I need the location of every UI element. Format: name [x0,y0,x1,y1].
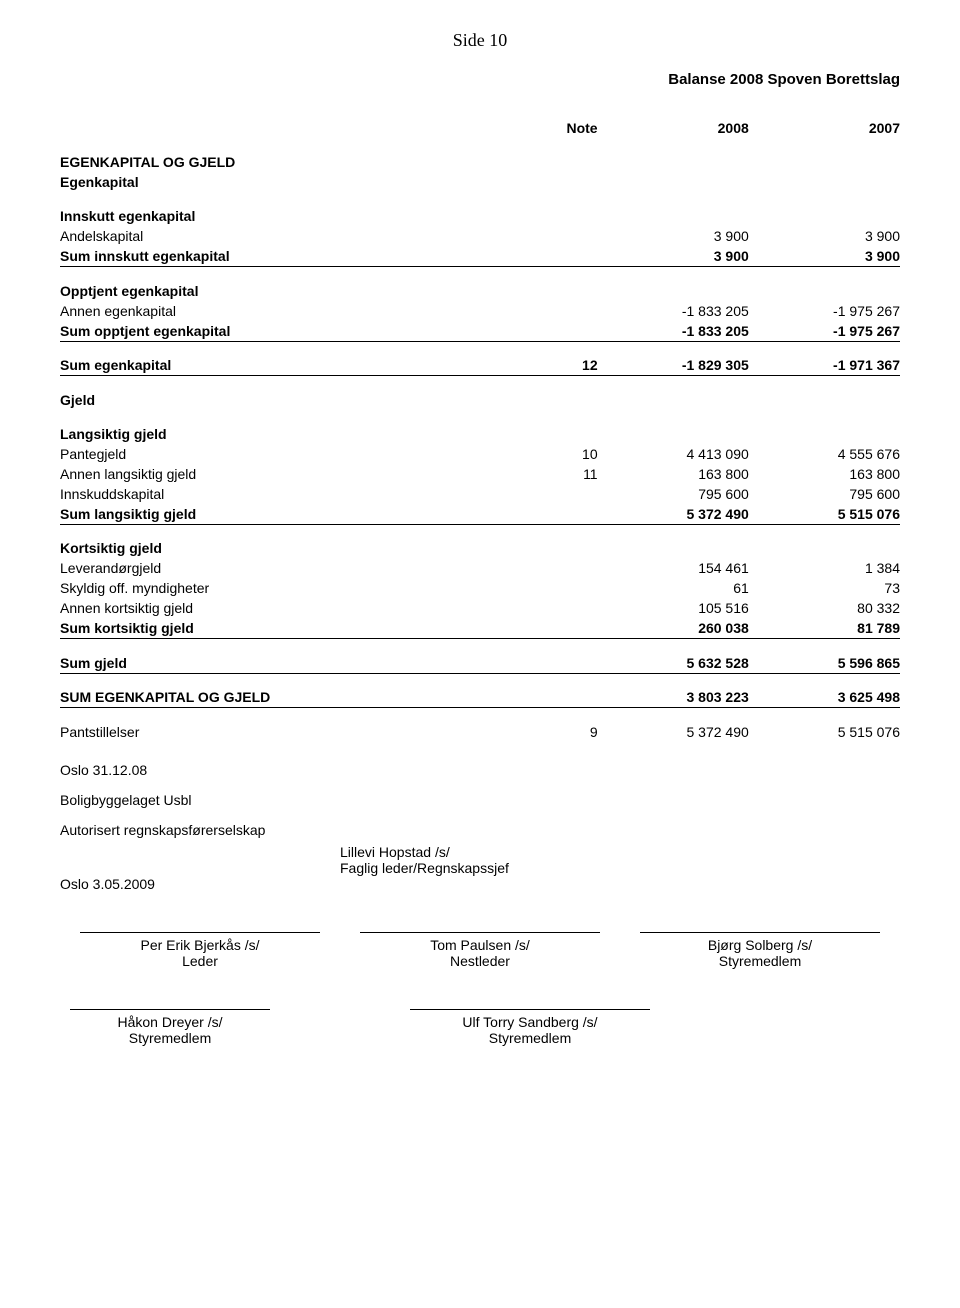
cell-value: -1 975 267 [749,301,900,321]
cell-value: 163 800 [749,464,900,484]
row-label: Annen langsiktig gjeld [60,464,522,484]
signature-role: Nestleder [340,953,620,969]
cell-value: 73 [749,578,900,598]
cell-value: 5 632 528 [598,653,749,674]
cell-value: 795 600 [598,484,749,504]
signature-name: Ulf Torry Sandberg /s/ [400,1014,660,1030]
cell-value: 5 372 490 [598,504,749,525]
cell-value: 61 [598,578,749,598]
signature-block: Håkon Dreyer /s/ Styremedlem [60,1009,280,1046]
row-label: Innskuddskapital [60,484,522,504]
section-heading: Egenkapital [60,172,522,192]
cell-note: 11 [522,464,598,484]
cell-value: 154 461 [598,558,749,578]
row-label: Pantegjeld [60,444,522,464]
footer-date: Oslo 31.12.08 [60,762,900,778]
footer-company: Boligbyggelaget Usbl [60,792,900,808]
signature-name: Lillevi Hopstad /s/ [340,844,900,860]
row-label: Sum opptjent egenkapital [60,321,522,342]
cell-value: -1 833 205 [598,321,749,342]
section-heading: EGENKAPITAL OG GJELD [60,152,522,172]
cell-note: 12 [522,355,598,376]
row-label: SUM EGENKAPITAL OG GJELD [60,687,522,708]
signature-name: Tom Paulsen /s/ [340,937,620,953]
cell-value: -1 829 305 [598,355,749,376]
cell-value: 260 038 [598,618,749,639]
row-label: Sum egenkapital [60,355,522,376]
signature-role: Styremedlem [620,953,900,969]
footer-auth: Autorisert regnskapsførerselskap [60,822,900,838]
cell-value: -1 833 205 [598,301,749,321]
cell-value: 3 900 [598,226,749,246]
cell-value: 4 413 090 [598,444,749,464]
cell-value: -1 971 367 [749,355,900,376]
cell-value: 3 900 [749,226,900,246]
row-label: Opptjent egenkapital [60,281,522,301]
signature-row: Håkon Dreyer /s/ Styremedlem Ulf Torry S… [60,1009,900,1046]
row-label: Sum gjeld [60,653,522,674]
signature-block: Ulf Torry Sandberg /s/ Styremedlem [400,1009,660,1046]
row-label: Skyldig off. myndigheter [60,578,522,598]
row-label: Sum langsiktig gjeld [60,504,522,525]
signature-block: Per Erik Bjerkås /s/ Leder [60,932,340,969]
cell-value: -1 975 267 [749,321,900,342]
header-2007: 2007 [749,118,900,138]
header-2008: 2008 [598,118,749,138]
signature-role: Leder [60,953,340,969]
cell-value: 80 332 [749,598,900,618]
cell-value: 5 515 076 [749,722,900,742]
signature-name: Per Erik Bjerkås /s/ [60,937,340,953]
balance-table: Note 2008 2007 EGENKAPITAL OG GJELD Egen… [60,118,900,742]
cell-value: 1 384 [749,558,900,578]
cell-value: 3 625 498 [749,687,900,708]
row-label: Pantstillelser [60,722,522,742]
header-note: Note [522,118,598,138]
row-label: Annen kortsiktig gjeld [60,598,522,618]
row-label: Andelskapital [60,226,522,246]
row-label: Kortsiktig gjeld [60,538,522,558]
signature-block: Bjørg Solberg /s/ Styremedlem [620,932,900,969]
row-label: Innskutt egenkapital [60,206,522,226]
cell-value: 5 372 490 [598,722,749,742]
footer: Oslo 31.12.08 Boligbyggelaget Usbl Autor… [60,762,900,1046]
signature-name: Bjørg Solberg /s/ [620,937,900,953]
row-label: Langsiktig gjeld [60,424,522,444]
row-label: Leverandørgjeld [60,558,522,578]
row-label: Sum kortsiktig gjeld [60,618,522,639]
cell-value: 163 800 [598,464,749,484]
section-heading: Gjeld [60,390,522,410]
signature-block: Tom Paulsen /s/ Nestleder [340,932,620,969]
cell-value: 5 515 076 [749,504,900,525]
cell-value: 5 596 865 [749,653,900,674]
cell-value: 3 900 [749,246,900,267]
signature-row: Per Erik Bjerkås /s/ Leder Tom Paulsen /… [60,932,900,969]
signature-role: Styremedlem [60,1030,280,1046]
cell-note: 9 [522,722,598,742]
row-label: Annen egenkapital [60,301,522,321]
page-number: Side 10 [60,30,900,51]
signature-role: Styremedlem [400,1030,660,1046]
document-title: Balanse 2008 Spoven Borettslag [60,71,900,88]
footer-date2: Oslo 3.05.2009 [60,876,900,892]
cell-value: 105 516 [598,598,749,618]
cell-value: 4 555 676 [749,444,900,464]
cell-value: 3 803 223 [598,687,749,708]
cell-value: 3 900 [598,246,749,267]
signature-role: Faglig leder/Regnskapssjef [340,860,900,876]
signature-name: Håkon Dreyer /s/ [60,1014,280,1030]
cell-value: 795 600 [749,484,900,504]
cell-value: 81 789 [749,618,900,639]
cell-note: 10 [522,444,598,464]
row-label: Sum innskutt egenkapital [60,246,522,267]
